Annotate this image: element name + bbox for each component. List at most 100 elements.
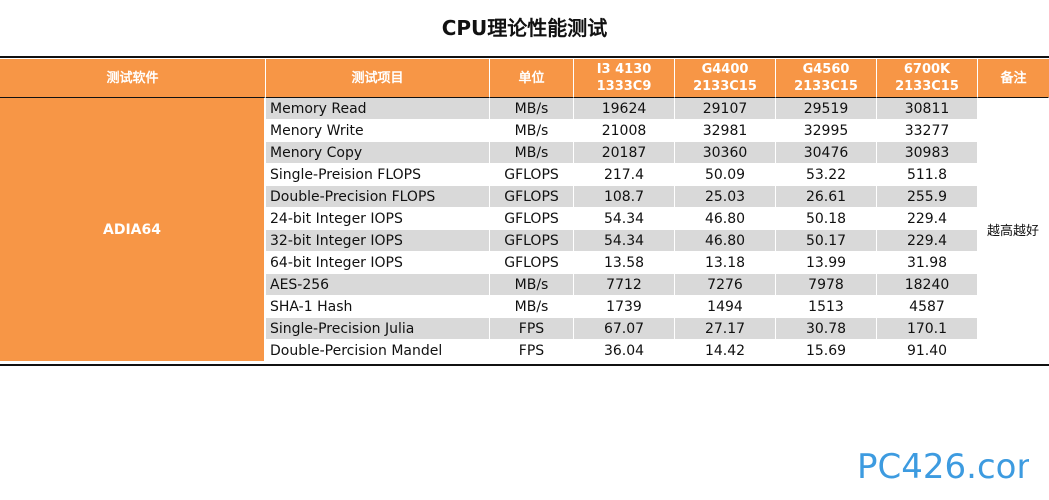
table-row: SHA-1 Hash MB/s 1739 1494 1513 4587: [0, 296, 1049, 318]
value-cell: 1513: [776, 296, 877, 318]
value-cell: 4587: [877, 296, 978, 318]
unit-cell: GFLOPS: [490, 164, 574, 186]
watermark-text: PC426.com: [857, 447, 1029, 486]
page-title: CPU理论性能测试: [441, 16, 608, 40]
test-item-cell: 64-bit Integer IOPS: [266, 252, 490, 274]
value-cell: 67.07: [574, 318, 675, 340]
unit-cell: GFLOPS: [490, 186, 574, 208]
header-unit: 单位: [490, 59, 574, 97]
unit-cell: GFLOPS: [490, 208, 574, 230]
test-item-cell: 32-bit Integer IOPS: [266, 230, 490, 252]
header-cpu-g4560: G4560 2133C15: [776, 59, 877, 97]
test-item-cell: Memory Read: [266, 97, 490, 120]
value-cell: 30360: [675, 142, 776, 164]
value-cell: 30.78: [776, 318, 877, 340]
table-row: Double-Percision Mandel FPS 36.04 14.42 …: [0, 340, 1049, 362]
header-cpu-name: G4400: [701, 62, 749, 77]
test-item-cell: SHA-1 Hash: [266, 296, 490, 318]
value-cell: 7978: [776, 274, 877, 296]
value-cell: 229.4: [877, 208, 978, 230]
value-cell: 229.4: [877, 230, 978, 252]
header-software: 测试软件: [0, 59, 266, 97]
value-cell: 21008: [574, 120, 675, 142]
table-row: Single-Preision FLOPS GFLOPS 217.4 50.09…: [0, 164, 1049, 186]
value-cell: 170.1: [877, 318, 978, 340]
header-cpu-name: 6700K: [903, 62, 951, 77]
test-item-cell: Single-Precision Julia: [266, 318, 490, 340]
table-row: 24-bit Integer IOPS GFLOPS 54.34 46.80 5…: [0, 208, 1049, 230]
table-bottom-rule: [0, 364, 1049, 366]
header-cpu-name: I3 4130: [596, 62, 652, 77]
cpu-benchmark-table: 测试软件 测试项目 单位 I3 4130 1333C9 G4400 2133C1…: [0, 59, 1049, 362]
value-cell: 255.9: [877, 186, 978, 208]
header-cpu-memory: 2133C15: [895, 79, 959, 94]
test-item-cell: Double-Percision Mandel: [266, 340, 490, 362]
value-cell: 511.8: [877, 164, 978, 186]
unit-cell: FPS: [490, 318, 574, 340]
header-cpu-g4400: G4400 2133C15: [675, 59, 776, 97]
pc426-watermark: PC426.com: [857, 447, 1029, 486]
pc426-logo-icon: PC426.com: [857, 446, 1029, 486]
value-cell: 54.34: [574, 208, 675, 230]
value-cell: 7712: [574, 274, 675, 296]
value-cell: 15.69: [776, 340, 877, 362]
value-cell: 13.99: [776, 252, 877, 274]
value-cell: 46.80: [675, 230, 776, 252]
value-cell: 32995: [776, 120, 877, 142]
test-item-cell: Menory Write: [266, 120, 490, 142]
value-cell: 31.98: [877, 252, 978, 274]
value-cell: 32981: [675, 120, 776, 142]
value-cell: 46.80: [675, 208, 776, 230]
table-row: Single-Precision Julia FPS 67.07 27.17 3…: [0, 318, 1049, 340]
value-cell: 27.17: [675, 318, 776, 340]
table-row: AES-256 MB/s 7712 7276 7978 18240: [0, 274, 1049, 296]
value-cell: 1739: [574, 296, 675, 318]
value-cell: 19624: [574, 97, 675, 120]
value-cell: 33277: [877, 120, 978, 142]
header-cpu-6700k: 6700K 2133C15: [877, 59, 978, 97]
value-cell: 18240: [877, 274, 978, 296]
value-cell: 50.17: [776, 230, 877, 252]
header-note: 备注: [978, 59, 1049, 97]
header-row: 测试软件 测试项目 单位 I3 4130 1333C9 G4400 2133C1…: [0, 59, 1049, 97]
value-cell: 29107: [675, 97, 776, 120]
test-item-cell: Double-Precision FLOPS: [266, 186, 490, 208]
value-cell: 13.58: [574, 252, 675, 274]
table-row: Double-Precision FLOPS GFLOPS 108.7 25.0…: [0, 186, 1049, 208]
header-cpu-name: G4560: [802, 62, 850, 77]
header-cpu-memory: 2133C15: [794, 79, 858, 94]
unit-cell: GFLOPS: [490, 252, 574, 274]
unit-cell: MB/s: [490, 296, 574, 318]
value-cell: 108.7: [574, 186, 675, 208]
value-cell: 30811: [877, 97, 978, 120]
header-cpu-memory: 2133C15: [693, 79, 757, 94]
table-row: Menory Write MB/s 21008 32981 32995 3327…: [0, 120, 1049, 142]
unit-cell: MB/s: [490, 142, 574, 164]
test-item-cell: AES-256: [266, 274, 490, 296]
title-divider: [0, 56, 1049, 58]
note-cell: 越高越好: [978, 97, 1049, 362]
test-item-cell: Single-Preision FLOPS: [266, 164, 490, 186]
value-cell: 1494: [675, 296, 776, 318]
unit-cell: FPS: [490, 340, 574, 362]
test-item-cell: Menory Copy: [266, 142, 490, 164]
table-row: Menory Copy MB/s 20187 30360 30476 30983: [0, 142, 1049, 164]
header-cpu-i3-4130: I3 4130 1333C9: [574, 59, 675, 97]
unit-cell: MB/s: [490, 120, 574, 142]
value-cell: 26.61: [776, 186, 877, 208]
unit-cell: MB/s: [490, 274, 574, 296]
test-item-cell: 24-bit Integer IOPS: [266, 208, 490, 230]
value-cell: 25.03: [675, 186, 776, 208]
table-row: ADIA64 Memory Read MB/s 19624 29107 2951…: [0, 97, 1049, 362]
value-cell: 29519: [776, 97, 877, 120]
value-cell: 54.34: [574, 230, 675, 252]
value-cell: 50.18: [776, 208, 877, 230]
value-cell: 30983: [877, 142, 978, 164]
software-cell: ADIA64: [0, 97, 266, 362]
table-row: 32-bit Integer IOPS GFLOPS 54.34 46.80 5…: [0, 230, 1049, 252]
value-cell: 13.18: [675, 252, 776, 274]
unit-cell: MB/s: [490, 97, 574, 120]
value-cell: 50.09: [675, 164, 776, 186]
unit-cell: GFLOPS: [490, 230, 574, 252]
value-cell: 36.04: [574, 340, 675, 362]
